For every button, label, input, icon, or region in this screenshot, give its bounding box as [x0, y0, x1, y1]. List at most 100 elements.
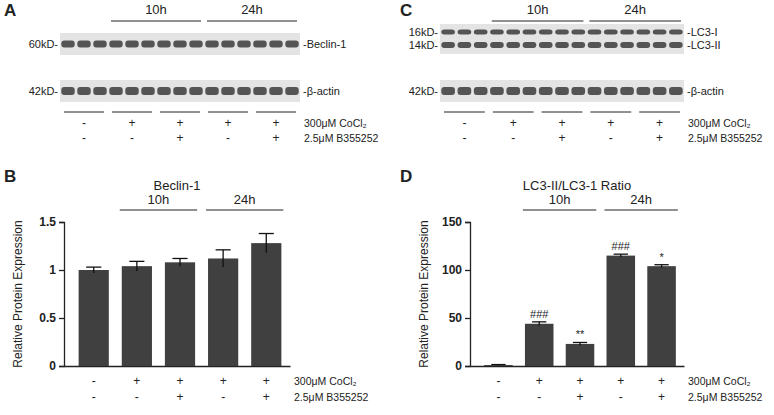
y-axis-title: Relative Protein Expression: [417, 220, 431, 367]
y-axis: 0 0.5 1 1.5: [39, 215, 64, 373]
blot-band: [620, 87, 634, 95]
condition-sign: +: [658, 390, 665, 404]
error-bar-stem: [93, 267, 94, 273]
condition-sign: +: [263, 390, 270, 404]
error-bar-stem: [179, 258, 180, 266]
blot-band: [490, 30, 504, 35]
y-tick: 1: [49, 263, 64, 277]
condition-sign: -: [496, 390, 500, 404]
condition-sign: +: [656, 116, 663, 130]
condition-sign: +: [656, 131, 663, 145]
blot-band: [637, 87, 651, 95]
y-axis: 050100150: [442, 215, 471, 373]
group-line: [492, 20, 584, 21]
blot-band: [61, 87, 74, 95]
x-axis-line: [65, 366, 291, 367]
blot-band: [125, 87, 138, 95]
blot-band: [441, 30, 455, 35]
group-label: 10h: [145, 2, 167, 17]
error-bar: [86, 267, 101, 273]
chart-panel: BBeclin-1Relative Protein Expression00.5…: [4, 167, 369, 404]
blot-band: [77, 41, 90, 48]
blot-band: [653, 30, 667, 35]
condition-sign: +: [272, 131, 279, 145]
y-tick-mark: [465, 222, 470, 223]
blot-band: [506, 42, 520, 48]
blot-band: [109, 87, 122, 95]
blot-band: [555, 87, 569, 95]
lane-underline: [493, 112, 534, 113]
y-tick: 50: [449, 311, 470, 325]
blot-band: [221, 87, 234, 95]
y-tick-label: 0.5: [39, 311, 56, 325]
blot-band: [523, 42, 537, 48]
condition-sign: -: [92, 374, 96, 388]
blot-band: [637, 42, 651, 48]
error-bar-stem: [136, 261, 137, 271]
panel-label: B: [4, 167, 16, 186]
ladder-label: 60kD-: [29, 38, 59, 50]
condition-sign: +: [176, 116, 183, 130]
lane-underline: [112, 112, 152, 113]
blot-band: [474, 42, 488, 48]
y-tick-label: 1: [49, 263, 56, 277]
y-tick: 100: [442, 263, 470, 277]
condition-sign: +: [558, 131, 565, 145]
condition-label: 2.5μM B355252: [688, 132, 763, 144]
error-bar: [654, 265, 668, 268]
blot-band: [77, 87, 90, 95]
bar: [566, 344, 595, 366]
lane-underline: [542, 112, 583, 113]
y-tick-label: 150: [442, 215, 462, 229]
blot-band: [93, 87, 106, 95]
condition-sign: +: [128, 116, 135, 130]
y-tick: 0: [49, 359, 64, 373]
x-axis-line: [471, 366, 685, 367]
y-tick-label: 1.5: [39, 215, 56, 229]
group-label: 24h: [234, 192, 256, 207]
blot-band: [269, 41, 282, 48]
blot-band: [506, 30, 520, 35]
bar: [122, 266, 152, 366]
condition-sign: -: [619, 390, 623, 404]
error-bar-cap: [654, 264, 668, 265]
condition-sign: -: [496, 374, 500, 388]
panel-label: D: [400, 167, 412, 186]
condition-sign: +: [220, 374, 227, 388]
condition-sign: +: [607, 116, 614, 130]
blot-band: [474, 87, 488, 95]
error-bar-cap: [216, 249, 231, 250]
blot-band: [588, 87, 602, 95]
blot-band: [620, 30, 634, 35]
blot-band: [285, 41, 298, 48]
error-bar: [216, 250, 231, 267]
condition-sign: -: [130, 131, 134, 145]
error-bar: [129, 261, 144, 271]
blot-band: [490, 42, 504, 48]
blot-band: [157, 87, 170, 95]
blot-band: [539, 42, 553, 48]
blot-band: [669, 87, 683, 95]
significance-label: *: [659, 251, 664, 263]
condition-sign: +: [510, 116, 517, 130]
condition-sign: +: [133, 374, 140, 388]
bar: [647, 266, 676, 366]
ladder-label: 42kD-: [29, 85, 59, 97]
blot-band: [93, 41, 106, 48]
group-line: [605, 209, 678, 210]
plot-area: [484, 254, 676, 366]
blot-membrane: [60, 33, 300, 55]
blot-band: [604, 30, 618, 35]
group-label: 24h: [630, 192, 652, 207]
bar: [251, 243, 281, 366]
significance-label: **: [576, 328, 585, 340]
band-label: -β-actin: [303, 85, 340, 97]
blot-band: [588, 30, 602, 35]
blot-band: [474, 30, 488, 35]
blot-band: [571, 87, 585, 95]
blot-band: [458, 87, 472, 95]
blot-band: [141, 87, 154, 95]
blot-band: [458, 30, 472, 35]
y-tick-mark: [59, 318, 64, 319]
band-label: -LC3-I: [687, 26, 718, 38]
